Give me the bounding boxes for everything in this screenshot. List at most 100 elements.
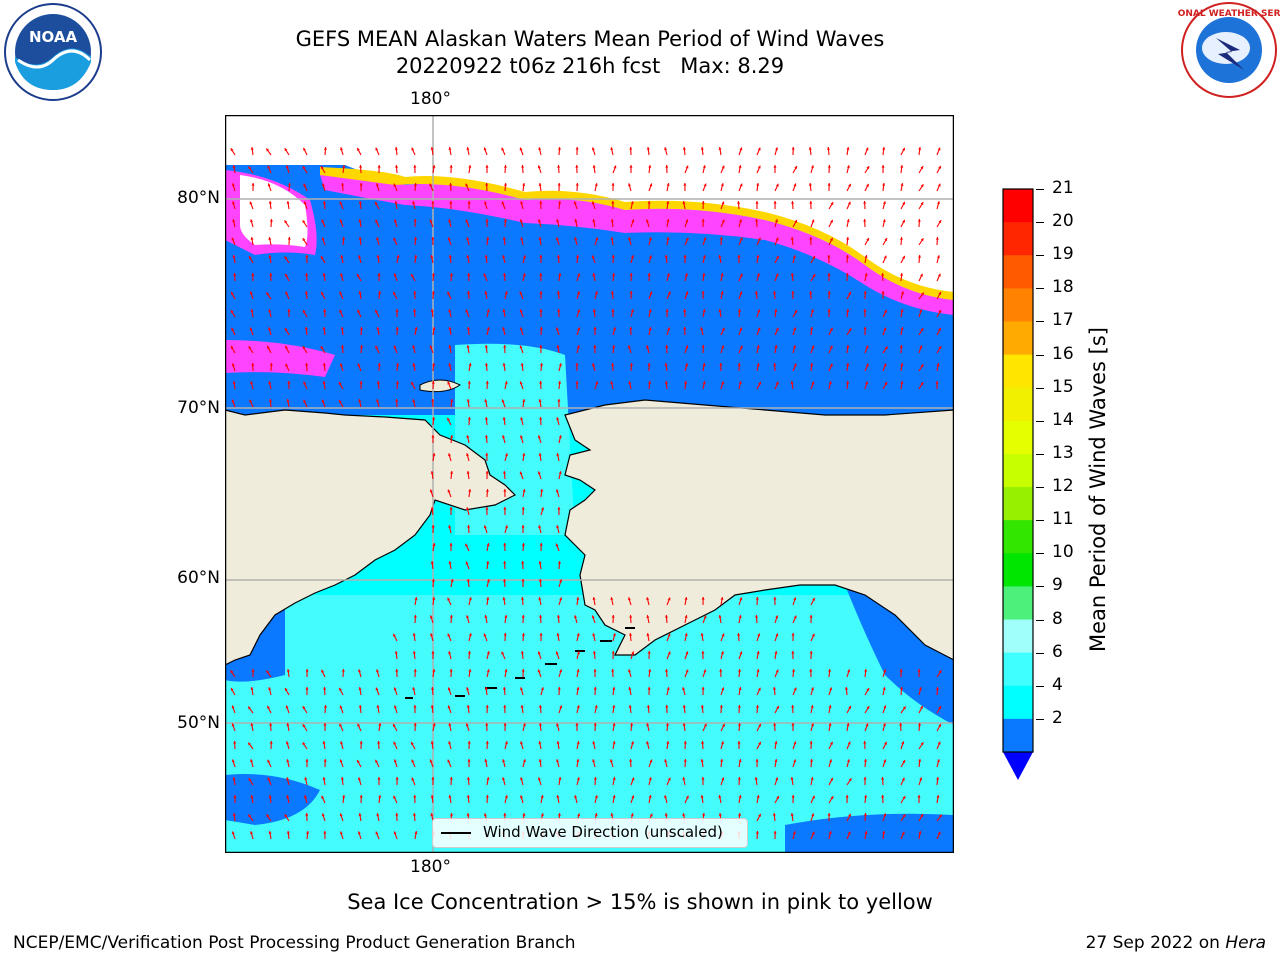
wave-arrow-head xyxy=(231,183,235,187)
wave-arrow-head xyxy=(847,831,851,835)
wave-arrow-head xyxy=(756,363,760,367)
wave-arrow-head xyxy=(593,345,597,348)
wave-arrow-head xyxy=(465,561,469,565)
wave-arrow-head xyxy=(502,327,506,331)
wave-arrow-head xyxy=(287,309,291,312)
wave-arrow-head xyxy=(249,327,253,331)
wave-arrow-head xyxy=(809,291,813,294)
wave-arrow-head xyxy=(306,831,310,834)
wave-arrow-head xyxy=(466,471,470,474)
wave-arrow-head xyxy=(649,255,653,259)
wave-arrow-head xyxy=(358,399,362,403)
wave-arrow-head xyxy=(393,759,397,763)
wave-arrow-head xyxy=(772,291,777,294)
wave-arrow-head xyxy=(920,238,924,242)
wave-arrow-head xyxy=(700,147,704,150)
wave-arrow-head xyxy=(702,381,706,385)
wave-arrow-head xyxy=(502,237,506,240)
wave-arrow-head xyxy=(791,723,795,726)
wave-arrow-head xyxy=(449,165,453,168)
wave-arrow-head xyxy=(250,219,254,223)
wave-arrow-head xyxy=(610,813,614,816)
wave-arrow-head xyxy=(591,147,595,151)
wave-arrow-head xyxy=(232,165,236,168)
wave-arrow-head xyxy=(376,669,379,673)
wave-arrow-head xyxy=(486,651,490,655)
lon-label-bottom: 180° xyxy=(410,857,451,877)
wave-arrow-head xyxy=(718,813,722,816)
legend-line-symbol xyxy=(441,832,471,834)
wave-arrow-head xyxy=(449,669,453,672)
noaa-logo: NOAA xyxy=(4,3,102,101)
wave-arrow-head xyxy=(429,183,433,187)
wave-arrow-head xyxy=(484,435,489,438)
wave-arrow-head xyxy=(794,166,798,170)
wave-arrow-head xyxy=(250,687,254,690)
wave-arrow-head xyxy=(774,741,778,744)
wave-arrow-head xyxy=(866,688,870,692)
wave-arrow-head xyxy=(268,309,272,313)
colorbar-tick-label: 13 xyxy=(1052,442,1074,463)
wave-arrow-head xyxy=(882,219,886,223)
wave-arrow-head xyxy=(448,723,452,726)
wave-arrow-head xyxy=(501,147,505,151)
wave-arrow-head xyxy=(448,345,452,348)
wave-arrow-head xyxy=(919,273,923,277)
wave-arrow-head xyxy=(666,273,670,277)
colorbar-tick-label: 11 xyxy=(1052,509,1074,530)
wave-arrow-head xyxy=(358,237,362,240)
wave-arrow-head xyxy=(592,363,596,367)
wave-arrow-head xyxy=(358,687,362,690)
wave-arrow-head xyxy=(609,759,613,763)
wave-arrow-head xyxy=(775,777,779,781)
wave-arrow-head xyxy=(340,273,344,277)
wave-arrow-head xyxy=(920,202,924,206)
wave-arrow-head xyxy=(521,633,525,636)
wave-arrow-head xyxy=(268,831,272,834)
wave-arrow-head xyxy=(576,345,580,349)
colorbar-tick-mark xyxy=(1036,553,1044,555)
wave-arrow-head xyxy=(303,399,307,403)
wave-arrow-head xyxy=(647,273,651,276)
wave-arrow-head xyxy=(902,147,905,151)
wave-arrow-head xyxy=(502,777,506,781)
wave-arrow-head xyxy=(556,291,561,294)
wave-arrow-head xyxy=(522,183,526,186)
wave-arrow-head xyxy=(450,399,454,402)
wave-arrow-head xyxy=(866,706,870,710)
wave-arrow-head xyxy=(592,759,596,763)
wave-arrow-head xyxy=(703,669,707,673)
wave-arrow-head xyxy=(340,147,344,151)
wave-arrow-head xyxy=(845,255,850,258)
wave-arrow-head xyxy=(755,201,759,204)
wave-arrow-head xyxy=(899,669,903,672)
nws-logo: NATIONAL WEATHER SERVICE xyxy=(1178,2,1280,98)
wave-arrow-head xyxy=(920,814,924,818)
wave-arrow-head xyxy=(485,723,489,726)
wave-arrow-head xyxy=(413,183,417,186)
wave-arrow-head xyxy=(268,381,272,385)
wave-arrow-head xyxy=(520,741,524,745)
wave-arrow-head xyxy=(521,561,525,564)
wave-arrow-head xyxy=(882,687,886,691)
wave-arrow-head xyxy=(556,795,560,798)
wave-arrow-head xyxy=(483,201,487,205)
wave-arrow-head xyxy=(703,237,707,241)
wave-arrow-head xyxy=(738,165,742,168)
wave-arrow-head xyxy=(776,795,779,799)
wave-arrow-head xyxy=(864,669,868,672)
wave-arrow-head xyxy=(413,669,417,672)
colorbar-tick-label: 6 xyxy=(1052,641,1063,662)
wave-arrow-head xyxy=(322,273,326,276)
wave-arrow-head xyxy=(702,363,706,366)
wave-arrow-head xyxy=(411,147,415,151)
wave-arrow-head xyxy=(611,255,615,258)
wave-arrow-head xyxy=(739,327,743,331)
wave-arrow-head xyxy=(808,147,812,150)
wave-arrow-head xyxy=(649,759,653,763)
wave-arrow-head xyxy=(359,795,363,798)
wave-arrow-head xyxy=(574,795,578,799)
wave-arrow-head xyxy=(902,201,905,205)
wave-arrow-head xyxy=(413,615,417,618)
colorbar-segment xyxy=(1003,453,1033,488)
